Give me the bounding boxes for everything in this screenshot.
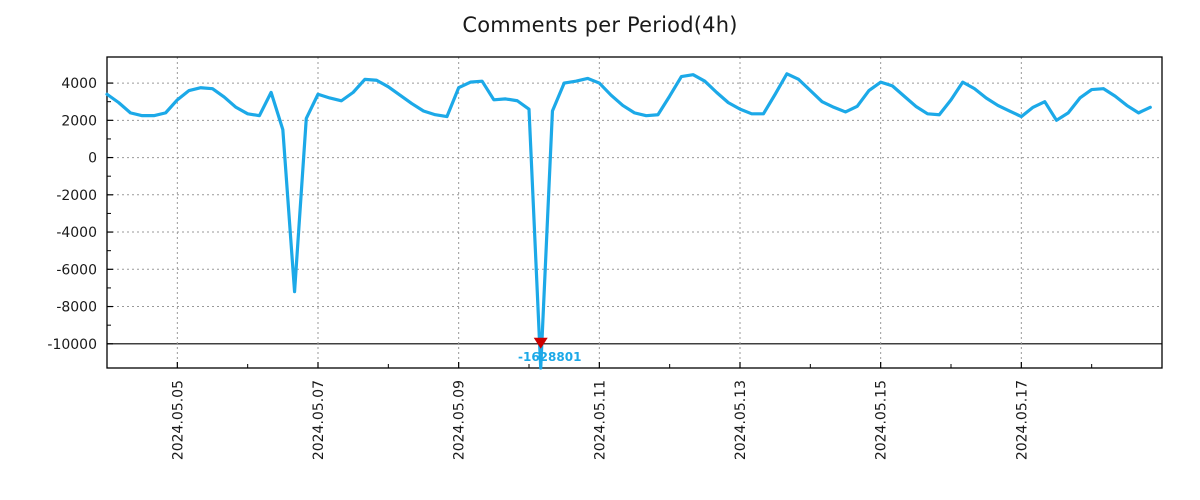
x-tick-label: 2024.05.09	[452, 380, 468, 460]
grid-lines	[107, 57, 1162, 368]
data-series-line	[105, 72, 1152, 370]
minimum-annotation: -1628801	[518, 337, 581, 364]
y-axis-ticks: 4000 2000 0 -2000 -4000 -6000 -8000 -10000	[47, 76, 113, 353]
y-tick-label: -8000	[56, 300, 97, 316]
x-axis-ticks: 2024.05.05 2024.05.07 2024.05.09 2024.05.11…	[106, 362, 1163, 460]
y-tick-label: -10000	[47, 337, 97, 353]
x-tick-label: 2024.05.13	[733, 380, 749, 460]
minimum-value-label: -1628801	[518, 350, 581, 364]
x-tick-label: 2024.05.05	[170, 380, 186, 460]
y-tick-label: -4000	[56, 225, 97, 241]
series-line-comments	[105, 72, 1152, 370]
x-tick-label: 2024.05.17	[1014, 380, 1030, 460]
x-tick-label: 2024.05.15	[874, 380, 890, 460]
x-tick-label: 2024.05.07	[311, 380, 327, 460]
y-tick-label: 4000	[61, 76, 97, 92]
y-tick-label: -2000	[56, 188, 97, 204]
y-tick-label: 2000	[61, 113, 97, 129]
minimum-marker-triangle	[533, 337, 548, 349]
chart-title: Comments per Period(4h)	[462, 13, 738, 37]
plot-frame	[106, 56, 1163, 369]
y-tick-label: 0	[88, 151, 97, 167]
axes-frame	[106, 56, 1163, 369]
y-tick-label: -6000	[56, 262, 97, 278]
x-tick-label: 2024.05.11	[592, 380, 608, 460]
